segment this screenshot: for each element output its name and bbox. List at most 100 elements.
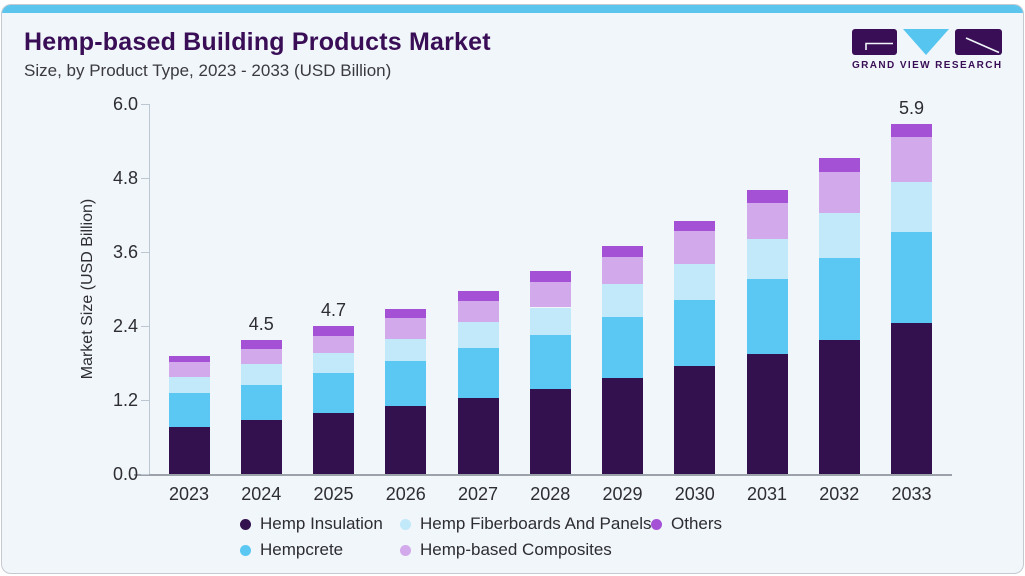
bar-segment-2028-3 [529, 281, 571, 308]
brand-logo: GRAND VIEW RESEARCH [852, 29, 1002, 71]
bar-segment-2025-1 [313, 373, 354, 413]
bar-value-label: 4.7 [320, 300, 347, 320]
legend-item-others: Others [651, 513, 722, 535]
x-tick-label: 2031 [746, 484, 788, 504]
bar-segment-2026-4 [385, 308, 427, 318]
brand-logo-icon [852, 29, 1002, 55]
x-tick-label: 2023 [168, 484, 210, 504]
bar-segment-2030-2 [674, 263, 716, 301]
y-tick-mark [141, 400, 149, 401]
y-tick-mark [141, 104, 149, 105]
y-axis-line [149, 104, 150, 474]
y-tick-mark [141, 474, 149, 475]
bar-segment-2031-2 [746, 239, 788, 279]
y-tick-label: 6.0 [112, 94, 138, 114]
bar-segment-2032-1 [818, 257, 860, 340]
bar-segment-2029-3 [602, 256, 643, 285]
legend-item-hemp-insulation: Hemp Insulation [240, 513, 383, 535]
bar-segment-2028-4 [529, 271, 571, 282]
bar-segment-2029-0 [602, 377, 643, 474]
legend-item-hemp-based-composites: Hemp-based Composites [400, 539, 612, 561]
bar-segment-2024-1 [240, 384, 282, 420]
bar-segment-2030-1 [674, 300, 716, 367]
bar-segment-2033-0 [891, 322, 932, 474]
page-subtitle: Size, by Product Type, 2023 - 2033 (USD … [24, 61, 392, 80]
bar-segment-2023-0 [168, 427, 210, 474]
x-tick-label: 2030 [674, 484, 715, 504]
bar-segment-2032-4 [818, 158, 860, 172]
y-tick-label: 4.8 [112, 168, 138, 188]
bar-segment-2030-3 [674, 231, 716, 264]
legend-label: Hemp Fiberboards And Panels [420, 514, 652, 533]
bar-segment-2031-3 [746, 202, 788, 240]
legend-label: Hempcrete [260, 540, 344, 559]
bar-segment-2025-2 [313, 352, 354, 374]
bar-segment-2029-4 [602, 245, 643, 257]
bar-segment-2033-4 [891, 123, 932, 138]
bar-segment-2030-0 [674, 366, 716, 474]
bar-segment-2026-3 [385, 317, 427, 339]
bar-segment-2024-3 [240, 349, 282, 365]
legend-swatch-hemp-insulation-icon [240, 518, 251, 530]
bar-segment-2027-2 [457, 322, 499, 349]
legend-swatch-hempcrete-icon [240, 544, 251, 556]
bar-segment-2032-2 [818, 213, 860, 258]
bar-segment-2025-3 [313, 335, 354, 353]
y-tick-mark [141, 178, 149, 179]
bar-value-label: 5.9 [898, 97, 925, 118]
bar-segment-2031-0 [746, 353, 788, 474]
y-tick-label: 3.6 [112, 242, 138, 262]
bar-segment-2028-0 [529, 388, 571, 474]
legend-swatch-hemp-composites-icon [400, 544, 411, 556]
bar-segment-2025-0 [313, 412, 354, 474]
legend-swatch-hemp-fiberboards-icon [400, 518, 411, 530]
x-tick-label: 2032 [819, 484, 860, 504]
x-tick-label: 2026 [385, 484, 426, 504]
bar-segment-2032-0 [818, 339, 860, 474]
bar-segment-2026-2 [385, 338, 427, 362]
bar-segment-2031-1 [746, 278, 788, 354]
bar-segment-2032-3 [818, 171, 860, 214]
top-accent-bar [2, 5, 1023, 13]
x-tick-label: 2033 [891, 484, 932, 504]
chart-card: Hemp-based Building Products Market Size… [1, 4, 1024, 574]
bar-segment-2028-2 [529, 307, 571, 335]
bar-value-label: 4.5 [248, 314, 274, 335]
bar-segment-2025-4 [313, 326, 354, 336]
page-title: Hemp-based Building Products Market [24, 28, 491, 56]
stacked-bar-chart: Market Size (USD Billion) 0.0 1.2 2.4 3.6 4.… [2, 5, 1023, 573]
x-tick-label: 2028 [530, 484, 571, 504]
bar-segment-2024-2 [240, 364, 282, 385]
bar-segment-2024-0 [240, 419, 282, 474]
bar-segment-2033-1 [891, 231, 932, 323]
x-tick-label: 2024 [241, 484, 282, 504]
bar-segment-2023-3 [168, 362, 210, 378]
bar-segment-2033-2 [891, 182, 932, 232]
y-tick-label: 0.0 [112, 464, 138, 484]
bar-segment-2026-1 [385, 361, 427, 406]
legend-label: Hemp-based Composites [420, 540, 612, 559]
bar-segment-2029-1 [602, 316, 643, 378]
y-tick-label: 2.4 [112, 316, 138, 336]
x-tick-label: 2025 [313, 484, 354, 504]
x-tick-label: 2027 [457, 484, 499, 504]
bar-segment-2023-2 [168, 377, 210, 394]
bar-segment-2033-3 [891, 137, 932, 183]
bar-segment-2030-4 [674, 220, 716, 232]
brand-logo-text: GRAND VIEW RESEARCH [852, 60, 1003, 71]
y-tick-mark [141, 326, 149, 327]
legend-label: Others [671, 514, 723, 533]
x-axis-line [134, 474, 952, 476]
legend-item-hempcrete: Hempcrete [240, 539, 343, 561]
y-axis-title: Market Size (USD Billion) [79, 198, 96, 380]
bar-segment-2027-4 [457, 290, 499, 301]
legend-swatch-others-icon [651, 518, 662, 530]
bar-segment-2027-0 [457, 397, 499, 474]
bar-segment-2023-1 [168, 393, 210, 428]
x-tick-label: 2029 [602, 484, 643, 504]
bar-segment-2027-3 [457, 300, 499, 323]
bar-segment-2028-1 [529, 334, 571, 389]
bar-segment-2024-4 [240, 340, 282, 350]
bar-segment-2027-1 [457, 348, 499, 398]
legend-label: Hemp Insulation [260, 514, 383, 533]
